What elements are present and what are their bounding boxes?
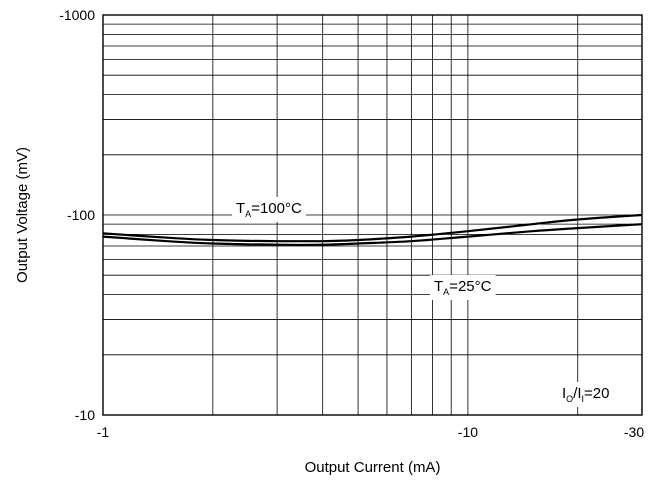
y-axis-label: Output Voltage (mV): [14, 147, 31, 283]
annotation-background: [430, 275, 496, 300]
series-line-ta-25c: [102, 223, 643, 247]
annotation-ta-25c: TA=25°C: [434, 278, 492, 297]
annotation-text: T: [236, 200, 245, 217]
x-tick-label: -30: [624, 424, 644, 440]
series-layer: [102, 213, 643, 247]
grid: [103, 15, 642, 415]
annotation-text: =100°C: [251, 200, 302, 217]
annotation-ta-100c: TA=100°C: [236, 200, 302, 219]
annotation-text: I: [562, 385, 566, 402]
plot-frame: [102, 14, 643, 416]
x-tick-label: -1: [97, 424, 110, 440]
annotation-background: [559, 382, 613, 407]
annotation-background: [232, 197, 306, 222]
x-tick-label: -10: [458, 424, 478, 440]
series-line-ta-100c: [102, 213, 643, 243]
annotation-subscript: A: [245, 209, 251, 219]
annotation-text: T: [434, 278, 443, 295]
tick-labels: -1 -10 -30 -1000 -100 -10: [59, 7, 644, 440]
annotation-text: /I: [573, 385, 581, 402]
x-axis-label: Output Current (mA): [305, 459, 441, 476]
annotation-io-ii-ratio: IO/II=20: [562, 385, 610, 404]
annotation-subscript: I: [582, 394, 585, 404]
annotation-text: =20: [584, 385, 609, 402]
y-tick-label: -1000: [59, 7, 95, 23]
annotation-subscript: A: [443, 287, 449, 297]
annotation-text: =25°C: [449, 278, 491, 295]
y-tick-label: -10: [75, 407, 95, 423]
annotation-subscript: O: [566, 394, 573, 404]
y-tick-label: -100: [67, 207, 95, 223]
